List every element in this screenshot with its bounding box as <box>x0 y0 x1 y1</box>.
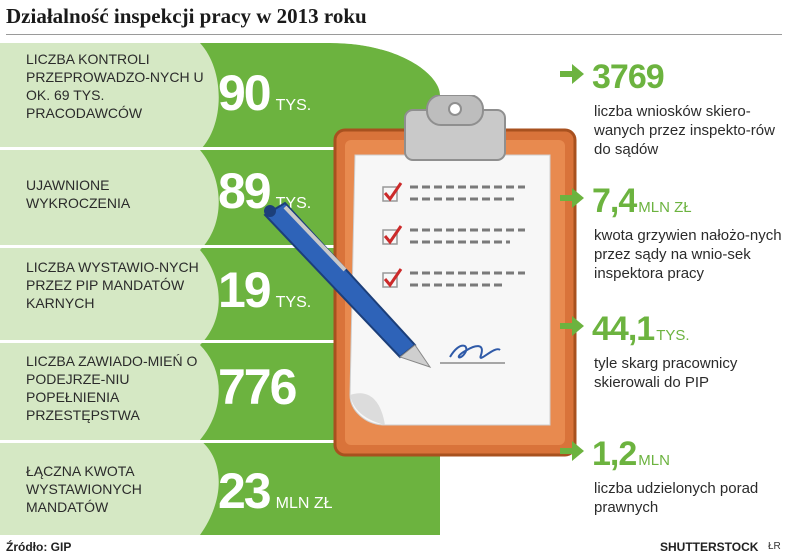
stat-unit: MLN <box>638 452 670 469</box>
signature-icon <box>449 344 501 359</box>
author-mark: ŁR <box>768 541 781 552</box>
row-label: LICZBA WYSTAWIO-NYCH PRZEZ PIP MANDATÓW … <box>26 259 199 311</box>
arrow-right-icon <box>560 64 584 84</box>
row-value: 19 TYS. <box>218 265 311 315</box>
stat-number: 1,2 <box>592 435 637 473</box>
stat-unit: TYS. <box>656 327 690 344</box>
row-label: LICZBA ZAWIADO-MIEŃ O PODEJRZE-NIU POPEŁ… <box>26 353 198 423</box>
row-number: 19 <box>218 262 272 318</box>
page-title: Działalność inspekcji pracy w 2013 roku <box>6 4 367 28</box>
stat-text: tyle skarg pracownicy skierowali do PIP <box>594 355 738 391</box>
stat-head: 44,1 TYS. <box>560 310 690 349</box>
stat-text: liczba udzielonych porad prawnych <box>594 480 759 516</box>
stat-unit: MLN ZŁ <box>638 199 692 216</box>
row-number: 23 <box>218 463 272 519</box>
stat-number: 3769 <box>592 58 665 96</box>
row-value: 776 <box>218 362 301 412</box>
stat-text: liczba wniosków skiero-wanych przez insp… <box>594 103 775 158</box>
title-divider <box>6 34 782 35</box>
checkmark-icon <box>382 182 403 288</box>
stat-number: 7,4 <box>592 182 637 220</box>
arrow-right-icon <box>560 316 584 336</box>
arrow-right-icon <box>560 188 584 208</box>
row-label: ŁĄCZNA KWOTA WYSTAWIONYCH MANDATÓW <box>26 463 142 515</box>
stat-number: 44,1 <box>592 310 655 348</box>
row-value: 23 MLN ZŁ <box>218 466 333 516</box>
row-value: 90 TYS. <box>218 68 311 118</box>
pen-icon <box>263 201 432 368</box>
stat-text: kwota grzywien nałożo-nych przez sądy na… <box>594 227 782 282</box>
image-credit: SHUTTERSTOCK <box>660 540 759 554</box>
source-note: Źródło: GIP <box>6 540 72 554</box>
clipboard-icon <box>263 95 577 457</box>
row-value: 89 TYS. <box>218 166 311 216</box>
row-label: LICZBA KONTROLI PRZEPROWADZO-NYCH U OK. … <box>26 51 204 121</box>
row-number: 89 <box>218 163 272 219</box>
row-number: 776 <box>218 359 297 415</box>
row-unit: MLN ZŁ <box>275 495 333 512</box>
stat-head: 3769 <box>560 58 666 97</box>
stat-head: 7,4 MLN ZŁ <box>560 182 692 221</box>
arrow-right-icon <box>560 441 584 461</box>
stat-head: 1,2 MLN <box>560 435 670 474</box>
row-number: 90 <box>218 65 272 121</box>
row-unit: TYS. <box>275 97 312 114</box>
row-label: UJAWNIONE WYKROCZENIA <box>26 177 131 211</box>
row-unit: TYS. <box>275 294 312 311</box>
